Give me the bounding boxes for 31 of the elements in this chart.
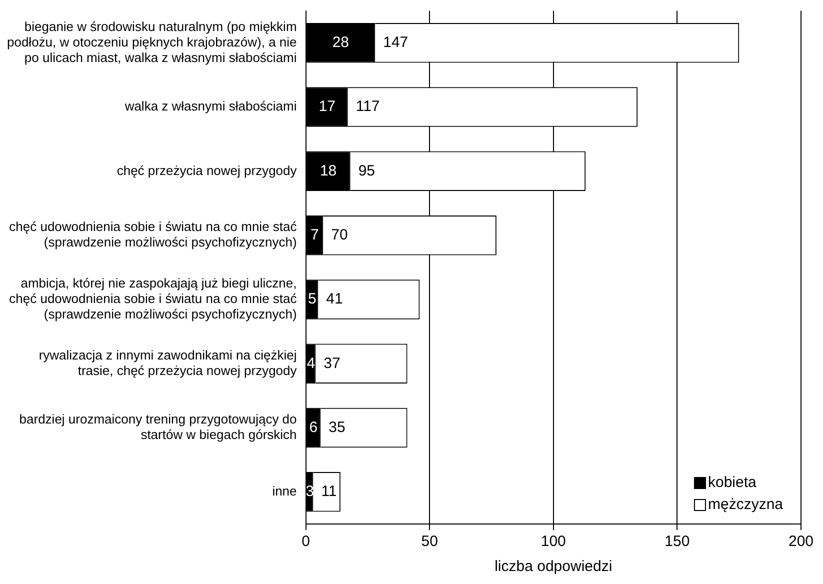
data-label: 7	[310, 226, 319, 244]
y-tick-label: bieganie w środowisku naturalnym (po miękkim podłożu, w otoczeniu pięknych krajobrazów), a nie po ulicach miast, walka z własnymi słabościami	[6, 18, 297, 66]
legend-label: mężczyzna	[708, 496, 784, 514]
y-tick-label: chęć przeżycia nowej przygody	[116, 162, 298, 178]
y-tick-label: inne	[272, 484, 297, 499]
x-tick-label: 150	[664, 533, 690, 550]
y-tick-label: walka z własnymi słabościami	[124, 98, 297, 114]
y-tick-label: chęć udowodnienia sobie i światu na co mnie stać (sprawdzenie możliwości psychofizycznych)	[9, 219, 298, 250]
x-tick-label: 50	[421, 533, 438, 550]
data-label: 41	[326, 290, 343, 308]
x-tick-label: 100	[540, 533, 566, 550]
data-label: 37	[324, 354, 340, 372]
data-label: 147	[383, 34, 408, 52]
y-tick-label: bardziej urozmaicony trening przygotowujący do startów w biegach górskich	[19, 412, 297, 442]
x-tick-label: 200	[788, 533, 814, 550]
x-tick-label: 0	[302, 533, 310, 550]
data-label: 11	[321, 483, 337, 500]
data-label: 5	[308, 290, 316, 308]
data-label: 117	[356, 98, 380, 116]
data-label: 35	[328, 418, 346, 436]
x-axis-title: liczba odpowiedzi	[494, 558, 612, 576]
data-label: 4	[306, 354, 316, 372]
data-label: 95	[358, 162, 376, 180]
data-label: 18	[320, 162, 337, 180]
y-tick-label: ambicja, której nie zaspokajają już biegi uliczne, chęć udowodnienia sobie i światu na co mnie stać (sprawdzenie możliwości psychofizycznych)	[9, 275, 298, 322]
legend-label: kobieta	[708, 474, 758, 492]
data-label: 28	[332, 34, 350, 52]
y-tick-label: rywalizacja z innymi zawodnikami na ciężkiej trasie, chęć przeżycia nowej przygody	[38, 347, 298, 378]
data-label: 6	[309, 418, 318, 436]
data-label: 17	[318, 98, 336, 116]
data-label: 70	[331, 226, 348, 244]
